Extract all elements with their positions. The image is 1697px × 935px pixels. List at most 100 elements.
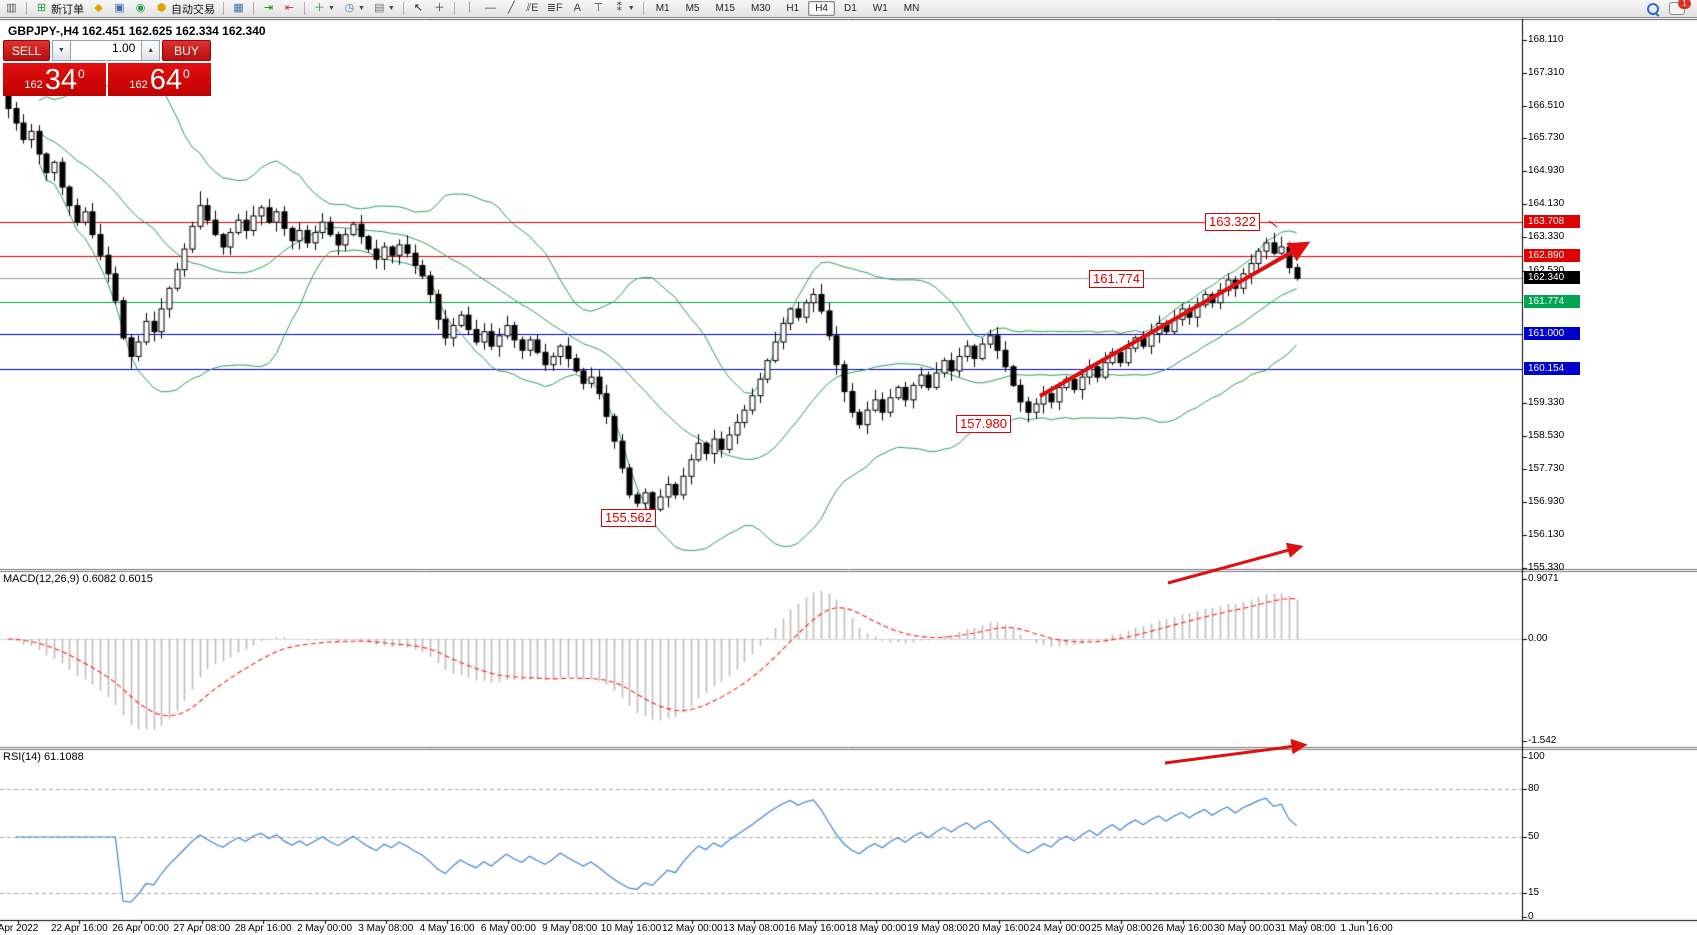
tile-windows-icon[interactable]: ▦ <box>229 0 248 17</box>
fibonacci-icon[interactable]: ≣F <box>544 0 566 17</box>
rsi-axis-label: 80 <box>1528 783 1540 794</box>
text-icon[interactable]: A <box>568 0 587 17</box>
volume-input[interactable]: 1.00 <box>70 40 142 61</box>
time-axis-label: 25 May 08:00 <box>1091 923 1152 934</box>
rsi-axis-label: 100 <box>1528 751 1545 762</box>
time-axis-label: 16 May 16:00 <box>784 923 846 934</box>
time-axis-label: 26 May 16:00 <box>1152 923 1213 934</box>
toolbar-separator <box>223 2 224 15</box>
signals-icon: ◉ <box>135 2 146 14</box>
price-axis-tick: 164.130 <box>1528 198 1565 210</box>
time-axis-label: 1 Jun 16:00 <box>1340 923 1393 934</box>
sell-price-prefix: 162 <box>24 79 43 91</box>
auto-scroll-icon[interactable]: ⇥ <box>259 0 278 17</box>
time-axis-label: 19 May 08:00 <box>907 923 968 934</box>
toolbar-separator <box>402 2 404 15</box>
time-axis-label: 6 May 00:00 <box>480 923 536 934</box>
one-click-trade-panel: SELL ▼ 1.00 ▲ BUY 162 34 0 162 64 0 <box>3 40 212 96</box>
text-label-icon[interactable]: ⊤ <box>589 0 608 17</box>
crosshair-icon: ＋ <box>433 2 445 14</box>
indicators-icon[interactable]: ＋ ▼ <box>310 0 338 17</box>
search-icon[interactable] <box>1647 2 1660 17</box>
sell-price-sup: 0 <box>77 67 85 81</box>
trendline-icon: ╱ <box>508 2 515 14</box>
time-axis-label: 28 Apr 16:00 <box>234 923 292 934</box>
price-axis-tag-162890: 162.890 <box>1524 248 1580 262</box>
rsi-label: RSI(14) 61.1088 <box>3 751 84 763</box>
chart-title: GBPJPY-,H4 162.451 162.625 162.334 162.3… <box>8 24 266 38</box>
price-axis-tag-161000: 161.000 <box>1524 326 1580 340</box>
volume-up-button[interactable]: ▲ <box>141 40 160 61</box>
price-axis-tick: 162.530 <box>1528 264 1565 276</box>
templates-icon[interactable]: ▤ ▼ <box>370 0 398 17</box>
sell-quote[interactable]: 162 34 0 <box>3 63 106 96</box>
autotrading-button[interactable]: ⬢ 自动交易 <box>152 0 218 17</box>
price-axis-tick: 155.330 <box>1528 562 1565 573</box>
chevron-down-icon: ▼ <box>627 5 635 12</box>
timeframe-button-h4[interactable]: H4 <box>808 1 835 16</box>
toolbar-separator <box>642 2 644 15</box>
timeframe-button-m30[interactable]: M30 <box>750 3 771 14</box>
timeframe-button-mn[interactable]: MN <box>903 3 920 14</box>
timeframe-button-m15[interactable]: M15 <box>715 3 735 14</box>
timeframe-button-h1[interactable]: H1 <box>786 3 800 14</box>
price-axis-tag-163708: 163.708 <box>1524 214 1580 228</box>
price-annotation-161774[interactable]: 161.774 <box>1089 270 1144 288</box>
auto-scroll-icon: ⇥ <box>263 2 274 14</box>
rsi-axis-label: 0 <box>1528 911 1534 922</box>
timeframe-button-m1[interactable]: M1 <box>655 3 670 14</box>
timeframe-button-d1[interactable]: D1 <box>844 3 857 14</box>
profiles-icon[interactable]: ◆ <box>89 0 108 17</box>
chart-shift-icon: ⇤ <box>284 2 295 14</box>
market-watch-icon[interactable]: ▣ <box>110 0 129 17</box>
time-axis-label: 4 May 16:00 <box>419 923 475 934</box>
time-axis-label: 26 Apr 00:00 <box>112 923 169 934</box>
price-annotation-157980[interactable]: 157.980 <box>956 415 1011 433</box>
trendline-icon[interactable]: ╱ <box>502 0 521 17</box>
time-axis-label: 9 May 08:00 <box>542 923 598 934</box>
chart-shift-icon[interactable]: ⇤ <box>280 0 299 17</box>
price-axis-tag-162340: 162.340 <box>1524 271 1580 285</box>
volume-down-button[interactable]: ▼ <box>52 40 71 61</box>
indicators-icon: ＋ <box>314 2 325 14</box>
toolbar-right: 1 <box>1647 0 1695 17</box>
new-order-button[interactable]: ⊞ 新订单 <box>32 0 87 17</box>
macd-axis-label: -1.542 <box>1528 734 1557 746</box>
buy-quote[interactable]: 162 64 0 <box>108 63 211 96</box>
new-chart-icon[interactable]: ▥ <box>2 0 21 17</box>
macd-axis-label: 0.00 <box>1528 633 1548 644</box>
text-label-icon: ⊤ <box>593 2 604 14</box>
toolbar: ▥ ⊞ 新订单 ◆ ▣ ◉ ⬢ 自动交易 ▦ ⇥ ⇤ ＋ ▼ ◷ ▼ ▤ ▼ ↖ ＋｜ — ╱ ⫽E ≣F A ⊤ ⁑ ▼ M1 M5 M… <box>0 0 1697 18</box>
rsi-axis-label: 15 <box>1528 887 1540 898</box>
macd-label: MACD(12,26,9) 0.6082 0.6015 <box>3 573 153 585</box>
timeframe-button-w1[interactable]: W1 <box>872 3 888 14</box>
vertical-line-icon[interactable]: ｜ <box>460 0 479 17</box>
sell-button[interactable]: SELL <box>3 40 51 61</box>
signals-icon[interactable]: ◉ <box>131 0 150 17</box>
equidistant-channel-icon: ⫽E <box>526 2 539 14</box>
buy-button[interactable]: BUY <box>162 40 212 61</box>
chat-icon[interactable]: 1 <box>1669 0 1691 15</box>
time-axis-label: 27 Apr 08:00 <box>173 923 231 934</box>
trend-arrow-macd[interactable] <box>1167 542 1304 585</box>
equidistant-channel-icon[interactable]: ⫽E <box>523 0 542 17</box>
trend-arrow-main[interactable] <box>1039 241 1311 398</box>
trend-arrow-rsi[interactable] <box>1164 738 1308 765</box>
price-annotation-163322[interactable]: 163.322 <box>1205 213 1260 231</box>
timeframe-button-m5[interactable]: M5 <box>685 3 700 14</box>
arrows-icon[interactable]: ⁑ ▼ <box>610 0 638 17</box>
price-axis-tick: 164.930 <box>1528 165 1565 177</box>
buy-price-prefix: 162 <box>129 79 148 91</box>
time-axis-label: 18 May 00:00 <box>845 923 907 934</box>
autotrading-label: 自动交易 <box>171 3 215 16</box>
new-order-icon: ⊞ <box>36 2 47 14</box>
cursor-icon[interactable]: ↖ <box>409 0 428 17</box>
periods-icon[interactable]: ◷ ▼ <box>340 0 368 17</box>
horizontal-line-icon[interactable]: — <box>481 0 500 17</box>
time-axis-label: 10 May 16:00 <box>600 923 662 934</box>
crosshair-icon[interactable]: ＋ <box>430 0 449 17</box>
toolbar-separator <box>253 2 254 15</box>
price-annotation-155562[interactable]: 155.562 <box>601 509 656 527</box>
